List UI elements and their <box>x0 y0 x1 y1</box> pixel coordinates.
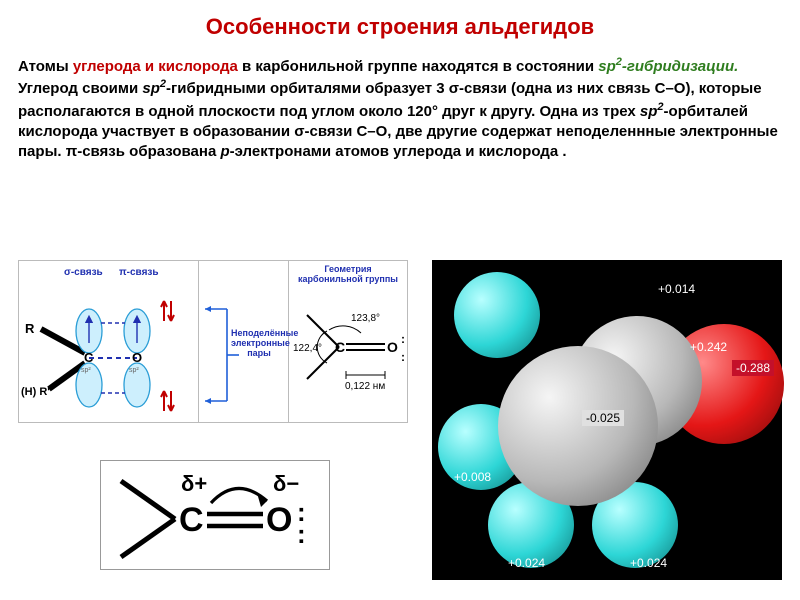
bond-length: 0,122 нм <box>345 381 385 392</box>
c-label: C <box>179 501 204 539</box>
text-highlight-green: -гибридизации. <box>622 58 738 75</box>
lone-dots: : <box>401 332 405 346</box>
lone-pair-arrows <box>161 301 174 411</box>
charge-label: +0.008 <box>452 470 493 484</box>
atom-h <box>454 272 540 358</box>
c-atom-label: C <box>84 350 94 365</box>
text-frag: в карбонильной группе находятся в состоя… <box>238 58 598 75</box>
slide-title: Особенности строения альдегидов <box>18 14 782 40</box>
o-atom-label: O <box>132 350 142 365</box>
lone-pair-panel: Неподелённыеэлектронныепары <box>198 260 288 423</box>
sp2-base: sp <box>598 58 616 75</box>
delta-minus: δ− <box>273 471 299 496</box>
o-label: O <box>387 339 398 355</box>
bond <box>121 519 175 557</box>
lone-pair-dots: : <box>297 519 306 549</box>
lone-dots: : <box>401 350 405 364</box>
pointer-arrow <box>205 398 211 404</box>
pointer-arrow <box>205 306 211 312</box>
lone-pair-label: Неподелённыеэлектронныепары <box>231 329 287 359</box>
charge-label: +0.024 <box>506 556 547 570</box>
sigma-label: σ-связь <box>64 267 103 278</box>
r-label: R <box>25 321 35 336</box>
geometry-panel: Геометриякарбонильной группы C O : : 123… <box>288 260 408 423</box>
pi-label: π-связь <box>119 267 159 278</box>
sp2-base: sp <box>640 103 658 120</box>
sp2-inline: sp2 <box>142 80 166 97</box>
delta-svg: C O : : δ+ δ− <box>101 461 331 571</box>
p-ital: р <box>220 143 229 160</box>
c-label: C <box>335 339 345 355</box>
sp2-base: sp <box>142 80 160 97</box>
hr-label: (H) R' <box>21 386 50 398</box>
space-filling-model: +0.014 +0.242 -0.288 -0.025 +0.008 +0.02… <box>432 260 782 580</box>
charge-label-neg: -0.288 <box>732 360 774 376</box>
atom-c <box>498 346 658 506</box>
charge-label: +0.024 <box>628 556 669 570</box>
sp2-small: sp² <box>81 367 91 374</box>
orbital-diagram-panel: σ-связь π-связь R (H) R' <box>18 260 198 423</box>
text-frag: Углерод своими <box>18 80 142 97</box>
angle-arc <box>329 326 361 333</box>
geometry-svg: C O : : 123,8° 122,4° 0,122 нм <box>289 285 409 415</box>
text-frag: Атомы <box>18 58 73 75</box>
angle-top: 123,8° <box>351 313 380 324</box>
sp2-label: sp2 <box>598 58 622 75</box>
angle-bot: 122,4° <box>293 343 322 354</box>
orbital-svg: σ-связь π-связь R (H) R' <box>19 261 199 424</box>
hybridization-figure: σ-связь π-связь R (H) R' <box>18 260 408 423</box>
sp2-inline: sp2 <box>640 103 664 120</box>
charge-label: +0.014 <box>656 282 697 296</box>
text-frag: -электронами атомов углерода и кислорода… <box>230 143 567 160</box>
bond <box>121 481 175 519</box>
charge-label-neu: -0.025 <box>582 410 624 426</box>
sp2-small: sp² <box>129 367 139 374</box>
body-paragraph: Атомы углерода и кислорода в карбонильно… <box>18 55 782 162</box>
geometry-title: Геометриякарбонильной группы <box>289 261 407 285</box>
charge-label: +0.242 <box>688 340 729 354</box>
delta-plus: δ+ <box>181 471 207 496</box>
delta-figure: C O : : δ+ δ− <box>100 460 330 570</box>
text-highlight-red: углерода и кислорода <box>73 58 238 75</box>
o-label: O <box>266 501 292 539</box>
